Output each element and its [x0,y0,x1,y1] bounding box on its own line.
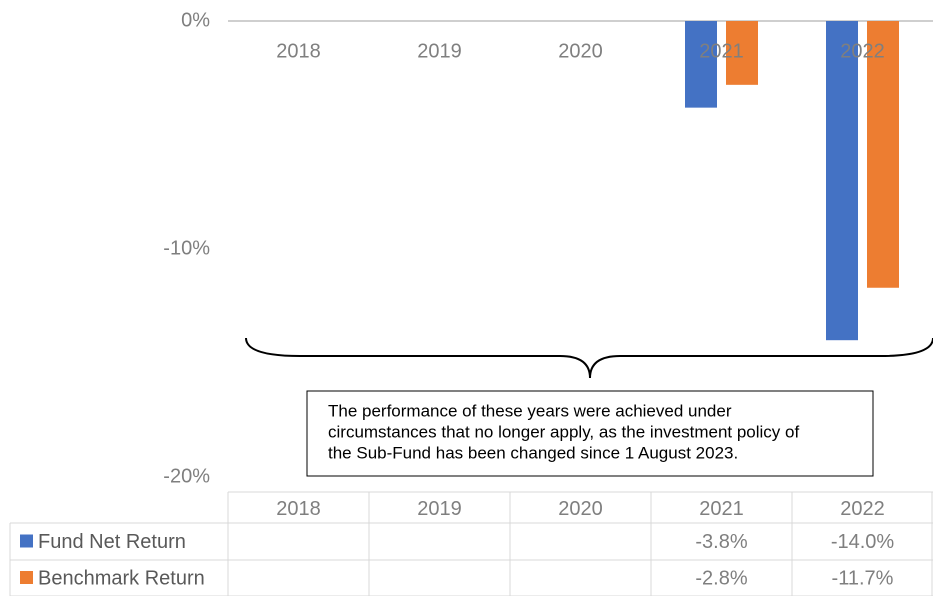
annotation-line: circumstances that no longer apply, as t… [328,422,799,441]
annotation-line: The performance of these years were achi… [328,401,732,420]
table-header: 2019 [417,498,462,520]
x-tick-label: 2019 [417,40,462,62]
table-value: -3.8% [695,531,747,553]
table-header: 2018 [276,498,321,520]
annotation-box [306,390,874,477]
table-header: 2022 [840,498,885,520]
bar [726,21,758,85]
bar [826,21,858,341]
x-tick-label: 2022 [840,40,885,62]
table-header: 2020 [558,498,603,520]
bar [685,21,717,108]
table-value: -2.8% [695,567,747,589]
brace [245,337,933,379]
x-tick-label: 2021 [699,40,744,62]
annotation-line: the Sub-Fund has been changed since 1 Au… [328,443,738,462]
table-header: 2021 [699,498,744,520]
y-tick-label: -20% [163,465,210,487]
x-tick-label: 2018 [276,40,321,62]
legend-label: Fund Net Return [38,531,186,553]
bar [867,21,899,288]
legend-swatch [20,534,33,548]
legend-label: Benchmark Return [38,567,205,589]
y-tick-label: -10% [163,237,210,259]
y-tick-label: 0% [181,9,210,31]
legend-swatch [20,571,33,584]
table-value: -11.7% [832,567,894,589]
x-tick-label: 2020 [558,40,603,62]
table-value: -14.0% [831,531,895,553]
